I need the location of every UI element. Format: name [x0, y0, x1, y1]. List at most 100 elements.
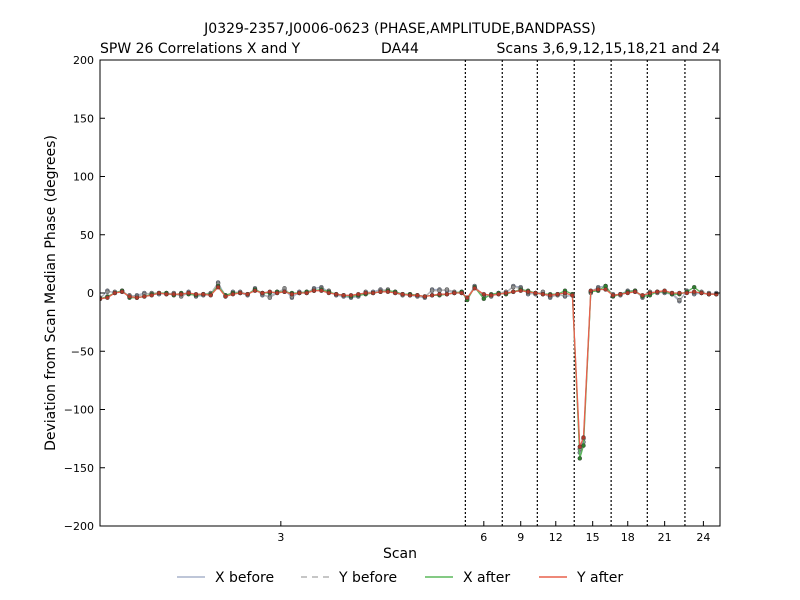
- data-point-x-after: [692, 285, 697, 290]
- data-point-y-after: [378, 289, 383, 294]
- data-point-y-after: [548, 293, 553, 298]
- data-point-y-after: [289, 292, 295, 297]
- data-point-y-after: [655, 289, 660, 294]
- data-point-y-after: [193, 292, 199, 297]
- data-point-y-after: [274, 290, 280, 296]
- chart-subtitle-left: SPW 26 Correlations X and Y: [100, 41, 301, 57]
- data-point-x-after: [581, 443, 586, 448]
- data-point-y-after: [562, 290, 568, 296]
- series-line-y-before: [100, 282, 717, 450]
- data-point-y-after: [363, 290, 368, 296]
- data-point-y-after: [518, 288, 523, 293]
- data-point-y-before: [511, 285, 516, 290]
- data-point-y-after: [201, 292, 206, 297]
- data-point-y-after: [252, 288, 258, 293]
- chart-subtitle-right: Scans 3,6,9,12,15,18,21 and 24: [496, 41, 720, 57]
- data-point-y-after: [186, 290, 191, 296]
- series-line-x-before: [100, 281, 717, 453]
- data-point-y-before: [444, 287, 450, 292]
- data-point-y-after: [171, 292, 177, 297]
- data-point-y-after: [640, 293, 645, 298]
- data-point-y-after: [348, 293, 354, 298]
- data-point-y-after: [444, 292, 450, 297]
- data-point-y-after: [570, 293, 575, 298]
- series-line-x-after: [100, 284, 717, 459]
- data-point-y-after: [400, 292, 405, 297]
- data-point-y-after: [282, 289, 287, 294]
- y-tick-label: −50: [71, 345, 94, 358]
- data-point-y-after: [415, 293, 420, 298]
- y-tick-label: −200: [64, 520, 94, 533]
- data-point-y-after: [127, 294, 132, 299]
- data-point-y-after: [699, 290, 704, 296]
- data-point-y-after: [164, 292, 169, 297]
- data-point-y-before: [267, 295, 272, 300]
- data-point-y-after: [245, 292, 250, 297]
- x-axis-label: Scan: [383, 546, 417, 562]
- data-point-y-after: [525, 289, 531, 294]
- data-point-y-after: [677, 290, 682, 296]
- data-point-y-after: [588, 288, 593, 293]
- data-point-y-after: [481, 292, 486, 297]
- data-point-y-after: [112, 290, 118, 296]
- data-point-y-after: [149, 293, 154, 298]
- data-point-y-before: [429, 288, 435, 293]
- data-point-y-after: [503, 290, 509, 296]
- data-point-y-before: [677, 297, 682, 303]
- data-point-y-after: [662, 288, 667, 293]
- data-point-y-after: [370, 290, 376, 296]
- data-point-y-after: [156, 290, 162, 296]
- data-point-y-after: [465, 295, 470, 300]
- data-point-y-after: [385, 289, 391, 294]
- x-tick-label: 6: [480, 531, 487, 544]
- data-point-y-after: [610, 293, 616, 298]
- data-point-x-after: [577, 456, 582, 461]
- x-tick-label: 18: [621, 531, 635, 544]
- chart-subtitle-center: DA44: [381, 41, 419, 57]
- data-point-y-after: [223, 294, 228, 299]
- data-point-x-after: [481, 296, 486, 301]
- y-tick-label: 200: [73, 54, 94, 67]
- data-point-y-after: [105, 295, 110, 300]
- data-point-y-after: [178, 292, 184, 297]
- y-tick-label: 0: [87, 287, 94, 300]
- data-point-y-after: [489, 293, 494, 298]
- y-axis-ticks: 200 150 100 50 0 −50 −100 −150 −200: [64, 54, 720, 533]
- data-point-y-after: [119, 289, 125, 294]
- data-point-y-after: [577, 444, 582, 449]
- data-point-y-after: [215, 285, 221, 290]
- data-point-y-after: [334, 292, 339, 297]
- data-point-y-after: [326, 290, 331, 296]
- data-point-y-after: [684, 290, 689, 296]
- data-point-y-after: [618, 292, 623, 297]
- data-point-y-after: [311, 288, 317, 293]
- y-tick-label: 50: [80, 229, 94, 242]
- data-point-y-after: [341, 293, 346, 298]
- x-tick-label: 15: [586, 531, 600, 544]
- data-point-y-after: [581, 435, 586, 440]
- data-point-y-after: [692, 289, 697, 294]
- data-point-y-after: [511, 289, 516, 294]
- data-point-y-after: [393, 290, 398, 296]
- x-tick-label: 3: [277, 531, 284, 544]
- legend-label: X before: [215, 570, 274, 586]
- data-point-y-after: [422, 294, 427, 299]
- data-point-y-after: [533, 290, 538, 296]
- legend-label: X after: [463, 570, 510, 586]
- data-point-y-after: [647, 290, 653, 296]
- chart-title: J0329-2357,J0006-0623 (PHASE,AMPLITUDE,B…: [203, 21, 596, 37]
- data-point-y-after: [540, 292, 546, 297]
- data-point-y-before: [105, 289, 110, 294]
- data-point-y-after: [356, 292, 361, 297]
- data-point-y-after: [267, 289, 272, 294]
- legend-label: Y before: [338, 570, 397, 586]
- data-point-y-after: [304, 290, 309, 296]
- data-point-y-after: [208, 293, 213, 298]
- chart-legend: X before Y before X after Y after: [177, 570, 623, 586]
- data-point-y-after: [472, 286, 477, 291]
- data-point-y-after: [237, 290, 243, 296]
- data-point-y-after: [230, 292, 236, 297]
- y-axis-label: Deviation from Scan Median Phase (degree…: [43, 135, 59, 451]
- data-point-y-after: [459, 290, 464, 296]
